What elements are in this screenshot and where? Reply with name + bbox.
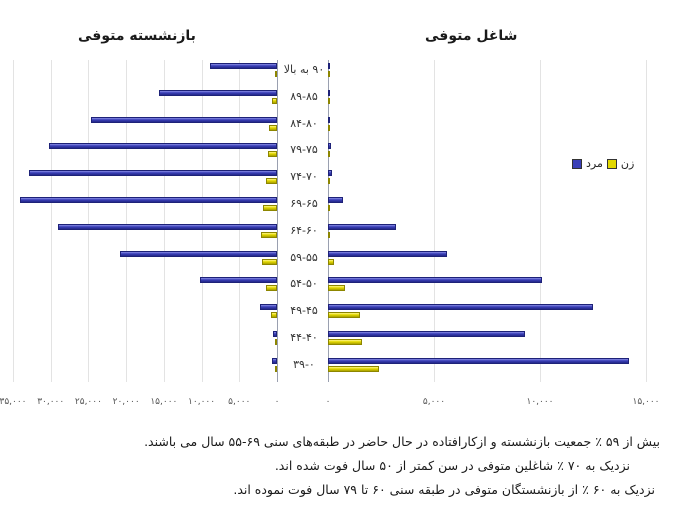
- female-bar: [328, 124, 330, 131]
- note-2: نزدیک به ۷۰ ٪ شاغلین متوفی در سن کمتر از…: [274, 458, 630, 473]
- male-bar: [49, 143, 277, 150]
- male-bar: [328, 331, 526, 337]
- male-bar: [120, 250, 277, 257]
- age-category-label: ۵۹-۵۵: [290, 250, 318, 264]
- female-bar: [270, 312, 277, 319]
- age-category-label: ۷۴-۷۰: [290, 170, 318, 184]
- gridline: [434, 60, 435, 382]
- age-category-label: ۸۴-۸۰: [290, 116, 318, 130]
- age-category-label: ۷۹-۷۵: [290, 143, 318, 157]
- female-bar: [328, 258, 335, 265]
- right-panel-title: شاغل متوفی: [425, 28, 518, 44]
- male-bar: [328, 357, 630, 364]
- x-tick-label: ۱۵,۰۰۰: [632, 397, 660, 407]
- gridline: [50, 60, 52, 382]
- gridline: [88, 60, 90, 382]
- age-category-label: ۵۴-۵۰: [290, 277, 318, 291]
- male-bar: [328, 250, 447, 257]
- x-tick-label: ۵,۰۰۰: [228, 397, 251, 407]
- x-tick-label: ۳۵,۰۰۰: [0, 397, 27, 407]
- male-bar: [328, 223, 396, 230]
- legend-male-swatch: [572, 158, 582, 169]
- male-bar: [58, 223, 277, 230]
- male-bar: [328, 143, 332, 150]
- legend: زن مرد: [572, 157, 634, 170]
- female-bar: [328, 151, 330, 158]
- gridline: [163, 60, 165, 382]
- female-bar: [328, 231, 331, 238]
- male-bar: [19, 197, 277, 203]
- male-bar: [328, 63, 330, 69]
- x-tick-label: ۱۰,۰۰۰: [188, 397, 216, 407]
- female-bar: [275, 365, 277, 372]
- female-bar: [328, 205, 330, 211]
- male-bar: [273, 331, 277, 337]
- female-bar: [328, 365, 379, 372]
- female-bar: [261, 231, 277, 238]
- female-bar: [328, 312, 360, 319]
- male-bar: [328, 277, 543, 284]
- female-bar: [265, 285, 277, 292]
- male-bar: [159, 89, 277, 96]
- female-bar: [328, 97, 330, 104]
- left-panel-title: بازنشسته متوفی: [78, 28, 196, 44]
- age-category-label: ۳۹-۰: [293, 357, 315, 371]
- x-tick-label: ۵,۰۰۰: [422, 397, 446, 407]
- age-category-label: ۸۹-۸۵: [290, 89, 318, 103]
- male-bar: [328, 304, 593, 311]
- female-bar: [269, 124, 277, 131]
- female-bar: [274, 71, 277, 77]
- female-bar: [265, 178, 277, 185]
- male-bar: [328, 116, 331, 123]
- x-tick-label: ۳۰,۰۰۰: [37, 397, 65, 407]
- legend-female-label: زن: [620, 157, 635, 170]
- female-bar: [328, 339, 362, 345]
- note-1: بیش از ۵۹ ٪ جمعیت بازنشسته و ازکارافتاده…: [144, 434, 660, 449]
- age-category-label: ۴۴-۴۰: [290, 331, 318, 344]
- female-bar: [272, 97, 277, 104]
- x-tick-label: ۰: [274, 397, 280, 407]
- male-bar: [328, 89, 330, 96]
- female-bar: [263, 205, 277, 211]
- x-tick-label: ۲۵,۰۰۰: [74, 397, 102, 407]
- female-bar: [328, 285, 345, 292]
- legend-female-swatch: [606, 158, 617, 169]
- x-tick-label: ۲۰,۰۰۰: [112, 397, 140, 407]
- male-bar: [90, 116, 277, 123]
- male-bar: [209, 63, 277, 69]
- male-bar: [200, 277, 277, 284]
- gridline: [13, 60, 14, 382]
- gridline: [646, 60, 647, 382]
- male-bar: [259, 304, 277, 311]
- zero-axis: [277, 60, 278, 382]
- age-category-label: ۶۹-۶۵: [290, 197, 318, 210]
- employed-deceased-chart: [327, 60, 667, 382]
- female-bar: [328, 71, 330, 77]
- x-tick-label: ۰: [325, 397, 331, 407]
- notes: بیش از ۵۹ ٪ جمعیت بازنشسته و ازکارافتاده…: [144, 430, 660, 502]
- note-3: نزدیک به ۶۰ ٪ از بازنشستگان متوفی در طبق…: [233, 482, 655, 497]
- female-bar: [328, 178, 330, 185]
- female-bar: [275, 339, 277, 345]
- age-category-label: ۹۰ به بالا: [283, 63, 325, 76]
- age-category-label: ۶۴-۶۰: [290, 223, 318, 237]
- x-tick-label: ۱۵,۰۰۰: [150, 397, 178, 407]
- gridline: [540, 60, 541, 382]
- female-bar: [267, 151, 277, 158]
- male-bar: [328, 197, 343, 203]
- age-category-label: ۴۹-۴۵: [290, 304, 318, 318]
- male-bar: [28, 170, 277, 177]
- male-bar: [328, 170, 333, 177]
- gridline: [201, 60, 203, 382]
- legend-male-label: مرد: [586, 157, 603, 170]
- female-bar: [261, 258, 277, 265]
- gridline: [126, 60, 128, 382]
- x-tick-label: ۱۰,۰۰۰: [526, 397, 554, 407]
- retired-deceased-chart: [0, 60, 280, 382]
- male-bar: [272, 357, 277, 364]
- zero-axis: [328, 60, 329, 382]
- gridline: [239, 60, 241, 382]
